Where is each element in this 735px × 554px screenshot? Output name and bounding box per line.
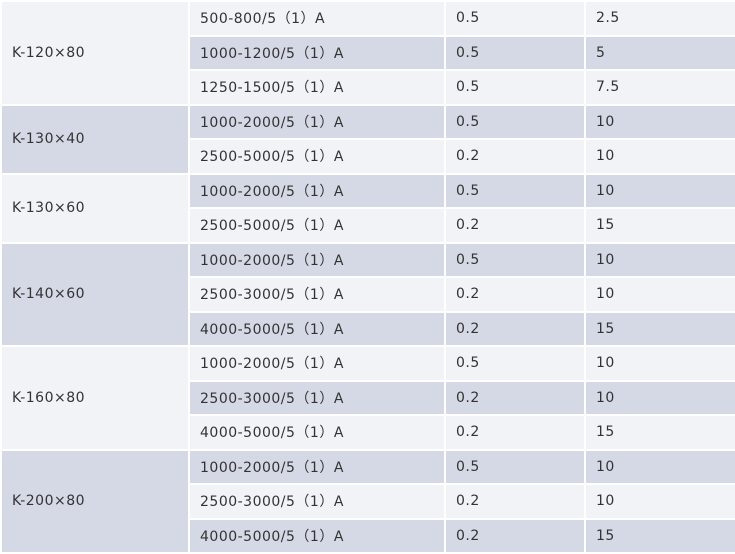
capacity-cell: 5 bbox=[584, 34, 735, 71]
ratio-cell: 1250-1500/5（1）A bbox=[188, 69, 446, 106]
accuracy-cell: 0.5 bbox=[444, 69, 586, 106]
ratio-cell: 2500-3000/5（1）A bbox=[188, 379, 446, 416]
table-row: 1250-1500/5（1）A 0.5 7.5 bbox=[1, 69, 735, 106]
table-row: 2500-3000/5（1）A 0.2 10 bbox=[1, 276, 735, 313]
table-row: 2500-5000/5（1）A 0.2 15 bbox=[1, 207, 735, 244]
table-row: K-140×60 1000-2000/5（1）A 0.5 10 bbox=[0, 241, 735, 347]
ratio-cell: 2500-5000/5（1）A bbox=[188, 138, 446, 175]
table-row: K-130×40 1000-2000/5（1）A 0.5 10 bbox=[0, 103, 735, 175]
model-cell: K-130×60 bbox=[0, 172, 190, 244]
capacity-cell: 15 bbox=[584, 414, 735, 451]
ratio-cell: 1000-1200/5（1）A bbox=[188, 34, 446, 71]
table-row: 2500-3000/5（1）A 0.2 10 bbox=[1, 379, 735, 416]
capacity-cell: 10 bbox=[584, 345, 735, 382]
accuracy-cell: 0.5 bbox=[444, 103, 586, 140]
accuracy-cell: 0.2 bbox=[444, 138, 586, 175]
model-cell: K-200×80 bbox=[0, 448, 190, 554]
table-row: 4000-5000/5（1）A 0.2 15 bbox=[1, 414, 735, 451]
capacity-cell: 15 bbox=[584, 207, 735, 244]
capacity-cell: 10 bbox=[584, 138, 735, 175]
model-cell: K-160×80 bbox=[0, 345, 190, 451]
model-cell: K-130×40 bbox=[0, 103, 190, 175]
capacity-cell: 10 bbox=[584, 276, 735, 313]
capacity-cell: 2.5 bbox=[584, 0, 735, 37]
table-row: 1000-1200/5（1）A 0.5 5 bbox=[1, 34, 735, 71]
ratio-cell: 1000-2000/5（1）A bbox=[188, 241, 446, 278]
accuracy-cell: 0.5 bbox=[444, 448, 586, 485]
ratio-cell: 1000-2000/5（1）A bbox=[188, 172, 446, 209]
capacity-cell: 15 bbox=[584, 517, 735, 554]
accuracy-cell: 0.2 bbox=[444, 483, 586, 520]
capacity-cell: 15 bbox=[584, 310, 735, 347]
model-cell: K-140×60 bbox=[0, 241, 190, 347]
ratio-cell: 2500-5000/5（1）A bbox=[188, 207, 446, 244]
ratio-cell: 4000-5000/5（1）A bbox=[188, 414, 446, 451]
model-cell: K-120×80 bbox=[0, 0, 190, 106]
table-row: K-160×80 1000-2000/5（1）A 0.5 10 bbox=[0, 345, 735, 451]
table-row: 4000-5000/5（1）A 0.2 15 bbox=[1, 517, 735, 554]
accuracy-cell: 0.2 bbox=[444, 207, 586, 244]
table-row: 2500-5000/5（1）A 0.2 10 bbox=[1, 138, 735, 175]
ratio-cell: 2500-3000/5（1）A bbox=[188, 483, 446, 520]
ratio-cell: 1000-2000/5（1）A bbox=[188, 103, 446, 140]
accuracy-cell: 0.2 bbox=[444, 517, 586, 554]
accuracy-cell: 0.5 bbox=[444, 172, 586, 209]
accuracy-cell: 0.2 bbox=[444, 379, 586, 416]
capacity-cell: 10 bbox=[584, 483, 735, 520]
accuracy-cell: 0.5 bbox=[444, 241, 586, 278]
capacity-cell: 10 bbox=[584, 241, 735, 278]
ratio-cell: 4000-5000/5（1）A bbox=[188, 517, 446, 554]
accuracy-cell: 0.5 bbox=[444, 345, 586, 382]
capacity-cell: 7.5 bbox=[584, 69, 735, 106]
ratio-cell: 4000-5000/5（1）A bbox=[188, 310, 446, 347]
capacity-cell: 10 bbox=[584, 103, 735, 140]
capacity-cell: 10 bbox=[584, 448, 735, 485]
accuracy-cell: 0.2 bbox=[444, 276, 586, 313]
accuracy-cell: 0.5 bbox=[444, 0, 586, 37]
ratio-cell: 500-800/5（1）A bbox=[188, 0, 446, 37]
capacity-cell: 10 bbox=[584, 379, 735, 416]
ratio-cell: 2500-3000/5（1）A bbox=[188, 276, 446, 313]
accuracy-cell: 0.2 bbox=[444, 310, 586, 347]
accuracy-cell: 0.2 bbox=[444, 414, 586, 451]
table-row: 2500-3000/5（1）A 0.2 10 bbox=[1, 483, 735, 520]
ratio-cell: 1000-2000/5（1）A bbox=[188, 345, 446, 382]
accuracy-cell: 0.5 bbox=[444, 34, 586, 71]
ratio-cell: 1000-2000/5（1）A bbox=[188, 448, 446, 485]
capacity-cell: 10 bbox=[584, 172, 735, 209]
table-row: K-130×60 1000-2000/5（1）A 0.5 10 bbox=[0, 172, 735, 244]
table-row: 4000-5000/5（1）A 0.2 15 bbox=[1, 310, 735, 347]
table-row: K-120×80 500-800/5（1）A 0.5 2.5 bbox=[0, 0, 735, 106]
table-row: K-200×80 1000-2000/5（1）A 0.5 10 bbox=[0, 448, 735, 554]
